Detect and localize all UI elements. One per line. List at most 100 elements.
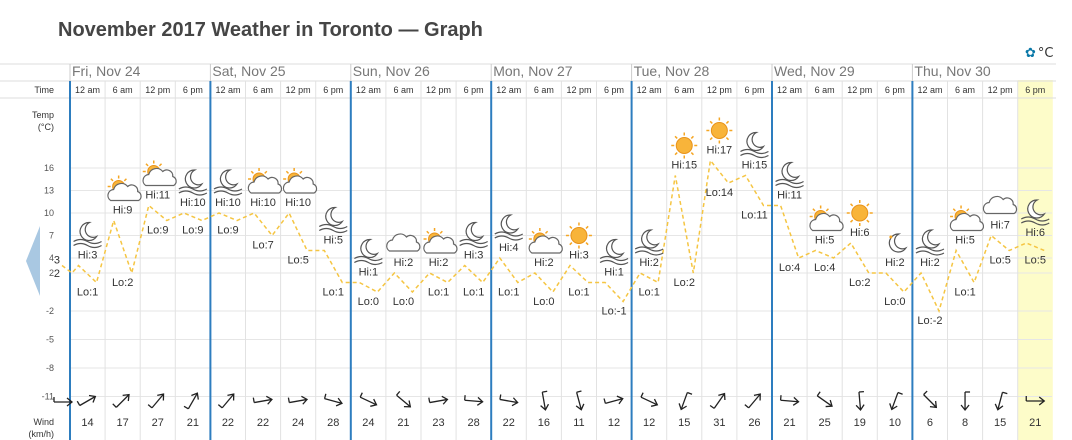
temp-hi-label: Hi:15 <box>742 160 768 172</box>
day-label: Tue, Nov 28 <box>634 63 710 79</box>
wind-direction-arrow <box>76 394 97 407</box>
temp-lo-label: Lo:2 <box>674 277 695 289</box>
time-label: 12 pm <box>566 85 591 95</box>
wind-direction-arrow <box>428 395 449 405</box>
temp-hi-label: Hi:2 <box>429 257 449 269</box>
moon-cloud-icon <box>354 238 383 266</box>
day-label: Fri, Nov 24 <box>72 63 141 79</box>
wind-direction-arrow <box>53 397 74 407</box>
wind-direction-arrow <box>217 393 235 409</box>
temp-hi-label: Hi:2 <box>394 257 414 269</box>
moon-cloud-icon <box>318 206 348 234</box>
moon-cloud-icon <box>494 214 524 241</box>
temp-axis-tick: -2 <box>46 306 54 316</box>
wind-direction-arrow <box>744 393 761 409</box>
temp-axis-tick: 16 <box>44 163 54 173</box>
temp-hi-label: Hi:5 <box>955 235 975 247</box>
wind-speed-label: 12 <box>643 417 655 429</box>
wind-speed-label: 25 <box>819 417 831 429</box>
temp-lo-label: Lo:9 <box>147 225 168 237</box>
wind-speed-label: 21 <box>1029 417 1041 429</box>
temp-lo-label: Lo:11 <box>741 210 768 222</box>
temp-row-unit: (°C) <box>38 122 54 132</box>
wind-direction-arrow <box>855 390 865 412</box>
wind-speed-label: 15 <box>678 417 690 429</box>
previous-period-button[interactable] <box>22 226 44 296</box>
sun-cloud-icon <box>282 168 318 194</box>
temp-lo-label: 2 <box>54 268 60 280</box>
moon-cloud-icon <box>599 238 629 266</box>
temp-lo-label: Lo:1 <box>568 287 589 299</box>
moon-cloud-icon <box>740 131 769 159</box>
wind-speed-label: 16 <box>538 417 550 429</box>
wind-speed-label: 26 <box>748 417 760 429</box>
temperature-line <box>61 158 1045 314</box>
time-label: 6 am <box>674 85 694 95</box>
wind-speed-label: 21 <box>783 417 795 429</box>
day-label: Thu, Nov 30 <box>914 63 990 79</box>
time-label: 6 pm <box>183 85 203 95</box>
temp-lo-label: Lo:1 <box>428 287 449 299</box>
time-label: 6 am <box>393 85 413 95</box>
wind-direction-arrow <box>499 394 519 407</box>
temp-hi-label: Hi:4 <box>499 242 519 254</box>
wind-speed-label: 10 <box>889 417 901 429</box>
sun-cloud-icon <box>809 205 844 232</box>
temp-axis-tick: -5 <box>46 335 54 345</box>
temp-axis-tick: 2 <box>49 268 54 278</box>
page-title: November 2017 Weather in Toronto — Graph <box>58 19 483 41</box>
wind-row-unit: (km/h) <box>29 429 55 439</box>
temp-axis-tick: -8 <box>46 363 54 373</box>
temp-hi-label: Hi:10 <box>285 197 311 209</box>
temp-axis-tick: 10 <box>44 208 54 218</box>
settings-button[interactable]: ✿ °C <box>1025 46 1053 61</box>
temp-hi-label: Hi:17 <box>707 145 733 157</box>
time-label: 12 am <box>356 85 381 95</box>
time-label: 12 am <box>496 85 521 95</box>
time-label: 6 pm <box>323 85 343 95</box>
wind-speed-label: 27 <box>152 417 164 429</box>
day-label: Sun, Nov 26 <box>353 63 430 79</box>
wind-speed-label: 31 <box>713 417 725 429</box>
temp-axis-tick: 4 <box>49 253 54 263</box>
temp-lo-label: Lo:4 <box>814 262 835 274</box>
wind-direction-arrow <box>359 392 378 407</box>
wind-speed-label: 8 <box>962 417 968 429</box>
time-label: 6 am <box>955 85 975 95</box>
temp-hi-label: Hi:15 <box>671 160 697 172</box>
temp-lo-label: Lo:0 <box>358 296 379 308</box>
wind-speed-label: 17 <box>117 417 129 429</box>
temp-lo-label: Lo:4 <box>779 262 800 274</box>
wind-speed-label: 6 <box>927 417 933 429</box>
temp-hi-label: Hi:1 <box>604 267 624 279</box>
time-label: 12 pm <box>286 85 311 95</box>
sun-icon <box>846 200 873 226</box>
moon-icon <box>888 233 908 253</box>
time-label: 12 am <box>917 85 942 95</box>
time-label: 6 pm <box>1025 85 1045 95</box>
time-label: 6 pm <box>744 85 764 95</box>
time-label: 12 pm <box>988 85 1013 95</box>
temp-hi-label: Hi:2 <box>920 257 940 269</box>
wind-speed-label: 14 <box>81 417 93 429</box>
wind-direction-arrow <box>464 395 484 406</box>
wind-direction-arrow <box>816 391 833 408</box>
wind-direction-arrow <box>575 390 585 411</box>
sun-cloud-icon <box>107 175 142 202</box>
temp-hi-label: Hi:11 <box>145 190 170 202</box>
wind-speed-label: 22 <box>222 417 234 429</box>
day-label: Mon, Nov 27 <box>493 63 573 79</box>
temp-hi-label: Hi:3 <box>569 250 589 262</box>
wind-speed-label: 22 <box>503 417 515 429</box>
temp-hi-label: Hi:7 <box>990 220 1010 232</box>
temp-lo-label: Lo:2 <box>849 277 870 289</box>
temp-lo-label: Lo:1 <box>323 287 344 299</box>
sun-cloud-icon <box>142 160 177 187</box>
sun-cloud-icon <box>247 168 283 194</box>
time-label: 6 pm <box>464 85 484 95</box>
temp-hi-label: 3 <box>54 255 60 267</box>
wind-direction-arrow <box>1025 396 1046 406</box>
wind-speed-label: 15 <box>994 417 1006 429</box>
time-label: 12 am <box>75 85 100 95</box>
time-label: 6 am <box>113 85 133 95</box>
